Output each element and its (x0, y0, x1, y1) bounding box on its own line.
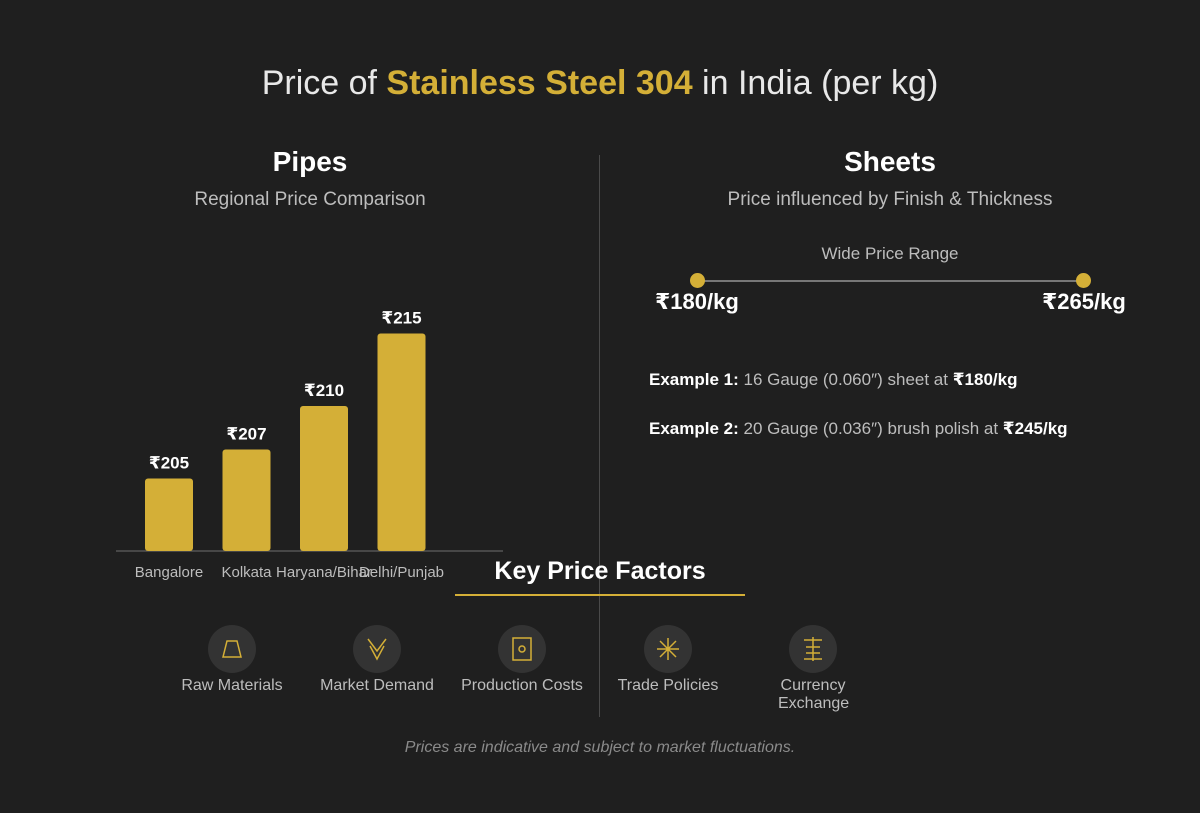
bar (222, 449, 271, 551)
example-price: ₹180/kg (952, 370, 1018, 389)
range-max-dot (1076, 273, 1091, 288)
range-min-value: ₹180/kg (655, 289, 739, 314)
range-line (697, 280, 1083, 282)
key-factors-title: Key Price Factors (494, 557, 706, 585)
sheets-title: Sheets (844, 146, 936, 177)
double-chevron-down-icon (353, 625, 401, 673)
asterisk-icon (644, 625, 692, 673)
factor-label: Currency Exchange (778, 677, 850, 712)
range-label: Wide Price Range (821, 244, 959, 263)
example-text: 16 Gauge (0.060″) sheet at (738, 370, 953, 389)
factor-label: Raw Materials (181, 677, 283, 694)
bar-value-label: ₹205 (149, 454, 189, 473)
category-label: Bangalore (135, 564, 203, 581)
bar-value-label: ₹215 (381, 309, 421, 328)
title-suffix: in India (per kg) (692, 64, 939, 102)
factor-raw-materials: Raw Materials (157, 625, 307, 695)
sheets-subtitle: Price influenced by Finish & Thickness (727, 189, 1053, 210)
example-2: Example 2: 20 Gauge (0.036″) brush polis… (649, 419, 1068, 439)
category-label: Haryana/Bihar (276, 564, 372, 581)
range-max-value: ₹265/kg (1042, 289, 1126, 314)
factor-production-costs: Production Costs (447, 625, 597, 695)
bar (300, 406, 348, 551)
factor-label: Market Demand (320, 677, 434, 694)
bar-value-label: ₹210 (304, 381, 344, 400)
factor-currency-exchange: Currency Exchange (738, 625, 888, 713)
category-label: Kolkata (221, 564, 272, 581)
title-prefix: Price of (261, 64, 387, 102)
footnote: Prices are indicative and subject to mar… (404, 739, 796, 756)
example-1: Example 1: 16 Gauge (0.060″) sheet at ₹1… (649, 370, 1017, 390)
box-icon (498, 625, 546, 673)
example-text: 20 Gauge (0.036″) brush polish at (738, 419, 1003, 438)
bar (377, 333, 426, 551)
bar-value-label: ₹207 (226, 425, 266, 444)
factor-label: Production Costs (461, 677, 583, 694)
example-label: Example 1: (649, 370, 739, 389)
page-title: Price of Stainless Steel 304 in India (p… (0, 64, 1200, 103)
trapezoid-icon (208, 625, 256, 673)
example-price: ₹245/kg (1002, 419, 1068, 438)
pipes-title: Pipes (272, 146, 348, 177)
category-label: Delhi/Punjab (359, 564, 444, 581)
factor-market-demand: Market Demand (302, 625, 452, 695)
pipes-subtitle: Regional Price Comparison (194, 189, 426, 210)
currency-icon (789, 625, 837, 673)
range-min-dot (690, 273, 705, 288)
example-label: Example 2: (649, 419, 739, 438)
title-highlight: Stainless Steel 304 (386, 64, 693, 102)
section-divider (599, 155, 600, 717)
factor-trade-policies: Trade Policies (593, 625, 743, 695)
pipes-bar-chart: ₹205 Bangalore ₹207 Kolkata ₹210 Haryana/Biha… (116, 309, 503, 581)
bar (145, 478, 193, 551)
key-factors-underline (455, 594, 745, 596)
factor-label: Trade Policies (617, 677, 719, 694)
